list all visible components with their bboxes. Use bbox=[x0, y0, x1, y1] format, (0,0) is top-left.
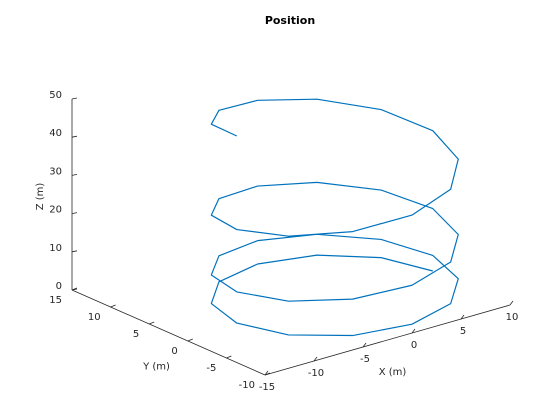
z-tick-label: 30 bbox=[49, 166, 62, 177]
x-tick-label: 5 bbox=[460, 326, 466, 337]
y-tick bbox=[149, 321, 155, 325]
y-tick bbox=[187, 338, 193, 342]
y-tick bbox=[110, 304, 116, 308]
y-tick bbox=[264, 372, 271, 376]
x-axis bbox=[264, 304, 511, 376]
y-tick-label: -10 bbox=[239, 380, 255, 391]
y-tick-label: 0 bbox=[171, 346, 177, 357]
z-tick-label: 10 bbox=[49, 243, 62, 254]
x-tick bbox=[313, 356, 318, 362]
x-axis-label: X (m) bbox=[379, 367, 407, 378]
y-tick bbox=[226, 355, 232, 359]
y-axis bbox=[71, 289, 266, 376]
z-tick bbox=[71, 250, 78, 253]
helix-line bbox=[210, 98, 459, 337]
x-tick-label: -15 bbox=[259, 382, 275, 393]
z-tick-label: 40 bbox=[49, 128, 62, 139]
z-tick-label: 0 bbox=[56, 281, 62, 292]
x-tick-label: 0 bbox=[411, 340, 417, 351]
x-tick bbox=[362, 342, 367, 348]
z-tick bbox=[71, 135, 78, 138]
z-tick bbox=[71, 174, 78, 176]
z-tick bbox=[71, 288, 78, 291]
z-tick-label: 20 bbox=[49, 205, 62, 216]
x-tick-label: 10 bbox=[506, 312, 519, 323]
x-tick bbox=[509, 300, 514, 306]
y-axis-label: Y (m) bbox=[142, 362, 170, 373]
x-tick bbox=[264, 370, 269, 376]
z-axis-label: Z (m) bbox=[35, 183, 46, 211]
z-tick bbox=[71, 97, 78, 100]
y-tick-label: -5 bbox=[206, 363, 216, 374]
x-tick bbox=[460, 314, 465, 320]
y-tick-label: 10 bbox=[88, 312, 101, 323]
y-tick-label: 15 bbox=[49, 295, 62, 306]
z-tick-label: 50 bbox=[49, 90, 62, 101]
chart-title: Position bbox=[265, 14, 315, 27]
x-tick-label: -10 bbox=[308, 368, 324, 379]
y-tick-label: 5 bbox=[133, 329, 139, 340]
x-tick-label: -5 bbox=[360, 354, 370, 365]
z-tick bbox=[71, 212, 78, 214]
x-tick bbox=[411, 328, 416, 334]
